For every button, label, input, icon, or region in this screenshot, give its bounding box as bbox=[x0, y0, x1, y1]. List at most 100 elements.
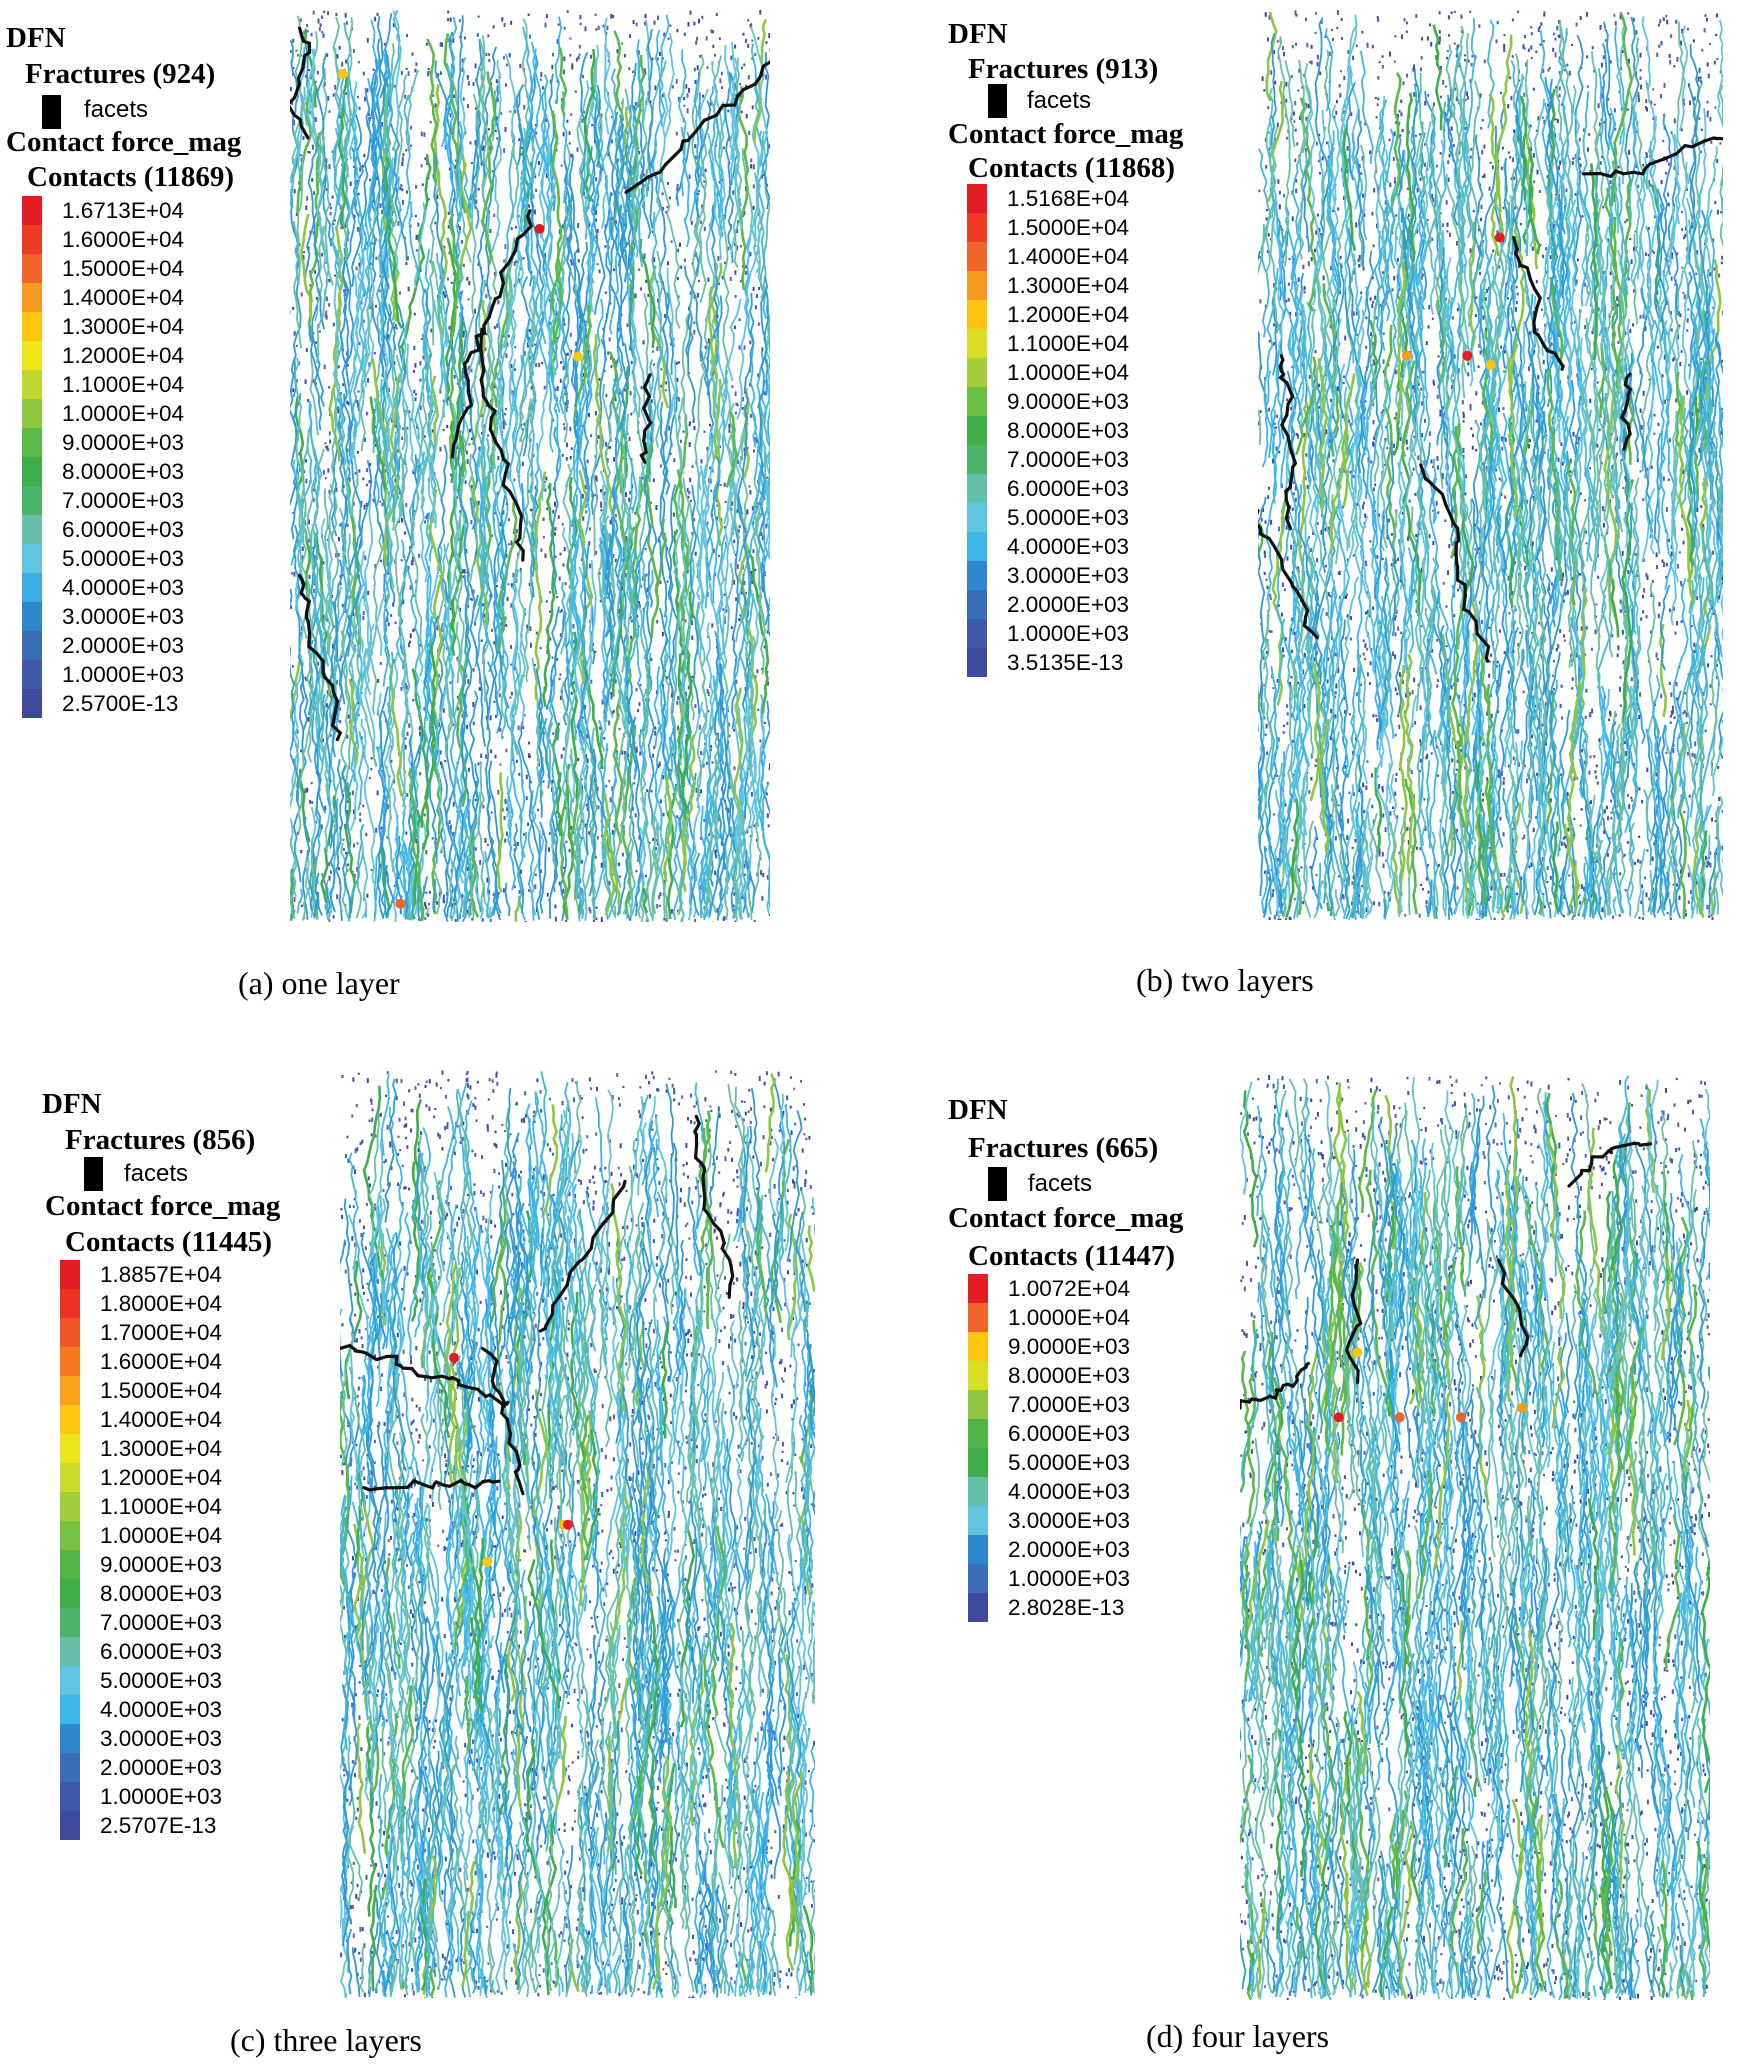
caption-b: (b) two layers bbox=[1136, 962, 1314, 998]
scale-value: 3.5135E-13 bbox=[1007, 650, 1124, 675]
scale-swatch bbox=[22, 544, 42, 573]
legend-contact-force-title: Contact force_mag bbox=[948, 1202, 1184, 1234]
scale-swatch bbox=[60, 1724, 80, 1753]
scale-swatch bbox=[967, 387, 987, 416]
scale-value: 4.0000E+03 bbox=[1008, 1479, 1130, 1504]
scale-swatch bbox=[967, 590, 987, 619]
facets-swatch bbox=[84, 1157, 103, 1191]
scale-value: 1.0000E+03 bbox=[1008, 1566, 1130, 1591]
scale-value: 1.1000E+04 bbox=[1007, 331, 1129, 356]
scale-value: 4.0000E+03 bbox=[100, 1697, 222, 1722]
contact-force-plot-b bbox=[1258, 10, 1723, 920]
legend-fractures-count: Fractures (856) bbox=[65, 1124, 256, 1156]
scale-swatch bbox=[22, 341, 42, 370]
legend-dfn-title: DFN bbox=[42, 1088, 102, 1120]
scale-value: 1.0000E+04 bbox=[1008, 1305, 1130, 1330]
scale-swatch bbox=[968, 1361, 988, 1390]
scale-swatch bbox=[22, 399, 42, 428]
scale-swatch bbox=[22, 254, 42, 283]
scale-value: 7.0000E+03 bbox=[1008, 1392, 1130, 1417]
scale-value: 1.5168E+04 bbox=[1007, 186, 1129, 211]
scale-value: 9.0000E+03 bbox=[100, 1552, 222, 1577]
scale-value: 6.0000E+03 bbox=[1007, 476, 1129, 501]
scale-value: 1.4000E+04 bbox=[1007, 244, 1129, 269]
scale-swatch bbox=[60, 1521, 80, 1550]
scale-value: 8.0000E+03 bbox=[62, 459, 184, 484]
scale-swatch bbox=[967, 648, 987, 677]
scale-swatch bbox=[968, 1274, 988, 1303]
scale-swatch bbox=[967, 213, 987, 242]
scale-swatch bbox=[22, 283, 42, 312]
legend-dfn-title: DFN bbox=[948, 1094, 1008, 1126]
caption-c: (c) three layers bbox=[230, 2022, 422, 2058]
scale-swatch bbox=[968, 1419, 988, 1448]
scale-swatch bbox=[967, 358, 987, 387]
scale-value: 1.2000E+04 bbox=[100, 1465, 222, 1490]
legend-contacts-count: Contacts (11869) bbox=[27, 161, 235, 193]
scale-swatch bbox=[968, 1506, 988, 1535]
scale-value: 7.0000E+03 bbox=[62, 488, 184, 513]
legend-fractures-count: Fractures (913) bbox=[968, 53, 1159, 85]
scale-swatch bbox=[60, 1753, 80, 1782]
scale-swatch bbox=[968, 1390, 988, 1419]
scale-swatch bbox=[968, 1477, 988, 1506]
scale-value: 6.0000E+03 bbox=[62, 517, 184, 542]
scale-swatch bbox=[967, 416, 987, 445]
scale-swatch bbox=[60, 1260, 80, 1289]
scale-value: 1.1000E+04 bbox=[62, 372, 184, 397]
scale-swatch bbox=[967, 532, 987, 561]
scale-value: 2.0000E+03 bbox=[1007, 592, 1129, 617]
scale-value: 8.0000E+03 bbox=[1007, 418, 1129, 443]
scale-swatch bbox=[60, 1782, 80, 1811]
scale-value: 9.0000E+03 bbox=[1007, 389, 1129, 414]
legend-fractures-count: Fractures (924) bbox=[25, 58, 216, 90]
scale-value: 1.6000E+04 bbox=[62, 227, 184, 252]
scale-value: 2.0000E+03 bbox=[100, 1755, 222, 1780]
scale-value: 1.0000E+04 bbox=[62, 401, 184, 426]
scale-value: 1.2000E+04 bbox=[62, 343, 184, 368]
scale-swatch bbox=[22, 689, 42, 718]
scale-swatch bbox=[22, 370, 42, 399]
scale-value: 1.6000E+04 bbox=[100, 1349, 222, 1374]
scale-value: 2.5707E-13 bbox=[100, 1813, 217, 1838]
scale-value: 1.5000E+04 bbox=[1007, 215, 1129, 240]
scale-swatch bbox=[967, 503, 987, 532]
scale-value: 3.0000E+03 bbox=[1007, 563, 1129, 588]
scale-value: 1.3000E+04 bbox=[1007, 273, 1129, 298]
legend-contact-force-title: Contact force_mag bbox=[948, 118, 1184, 150]
scale-swatch bbox=[967, 271, 987, 300]
legend-contact-force-title: Contact force_mag bbox=[45, 1190, 281, 1222]
scale-value: 3.0000E+03 bbox=[1008, 1508, 1130, 1533]
scale-swatch bbox=[967, 561, 987, 590]
legend-contacts-count: Contacts (11447) bbox=[968, 1240, 1176, 1272]
scale-swatch bbox=[967, 329, 987, 358]
scale-value: 4.0000E+03 bbox=[62, 575, 184, 600]
legend-dfn-title: DFN bbox=[948, 18, 1008, 50]
scale-value: 4.0000E+03 bbox=[1007, 534, 1129, 559]
scale-swatch bbox=[60, 1376, 80, 1405]
scale-value: 5.0000E+03 bbox=[1007, 505, 1129, 530]
scale-value: 7.0000E+03 bbox=[100, 1610, 222, 1635]
scale-value: 5.0000E+03 bbox=[62, 546, 184, 571]
scale-swatch bbox=[60, 1434, 80, 1463]
scale-value: 2.5700E-13 bbox=[62, 691, 179, 716]
scale-swatch bbox=[22, 660, 42, 689]
scale-swatch bbox=[22, 312, 42, 341]
scale-value: 1.1000E+04 bbox=[100, 1494, 222, 1519]
scale-swatch bbox=[22, 573, 42, 602]
scale-value: 1.3000E+04 bbox=[100, 1436, 222, 1461]
scale-swatch bbox=[60, 1347, 80, 1376]
legend-contacts-count: Contacts (11868) bbox=[968, 152, 1176, 184]
scale-value: 1.5000E+04 bbox=[62, 256, 184, 281]
scale-swatch bbox=[967, 184, 987, 213]
scale-swatch bbox=[968, 1535, 988, 1564]
scale-value: 5.0000E+03 bbox=[100, 1668, 222, 1693]
scale-value: 1.4000E+04 bbox=[62, 285, 184, 310]
facets-swatch bbox=[42, 95, 61, 129]
scale-value: 6.0000E+03 bbox=[100, 1639, 222, 1664]
legend-contacts-count: Contacts (11445) bbox=[65, 1226, 273, 1258]
facets-swatch bbox=[988, 1167, 1007, 1201]
scale-swatch bbox=[968, 1564, 988, 1593]
scale-swatch bbox=[60, 1811, 80, 1840]
scale-value: 1.8000E+04 bbox=[100, 1291, 222, 1316]
